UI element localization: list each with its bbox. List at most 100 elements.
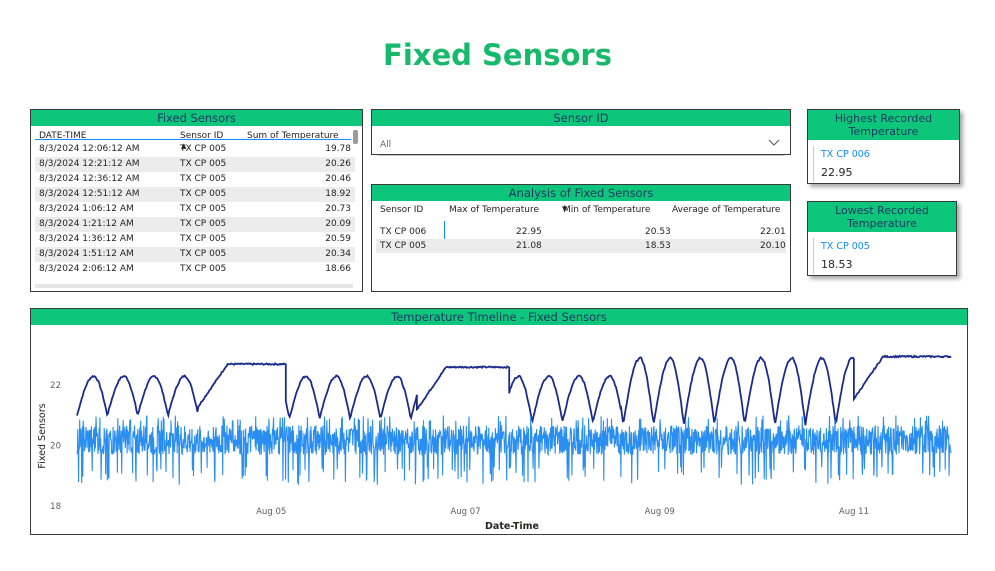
cell: 18.92 (325, 189, 351, 199)
cell: 21.08 (516, 241, 542, 251)
table-row: 8/3/2024 12:21:12 AM TX CP 005 20.26 (35, 157, 355, 172)
cell: 8/3/2024 1:06:12 AM (39, 204, 134, 214)
col-average-temperature[interactable]: Average of Temperature (672, 205, 781, 215)
cell: 18.66 (325, 264, 351, 274)
table-row: TX CP 006 22.95 20.53 22.01 (376, 225, 786, 239)
cell: TX CP 005 (180, 174, 227, 184)
table-header: DATE-TIME Sensor ID Sum of Temperature ▲ (31, 129, 362, 157)
table-row: 8/3/2024 1:21:12 AM TX CP 005 20.09 (35, 217, 355, 232)
col-max-temperature[interactable]: Max of Temperature (449, 205, 540, 215)
cell: 8/3/2024 1:21:12 AM (39, 219, 134, 229)
kpi-divider (813, 238, 814, 274)
cell: 20.53 (645, 227, 671, 237)
table-row: 8/3/2024 12:36:12 AM TX CP 005 20.46 (35, 172, 355, 187)
table-row: 8/3/2024 1:06:12 AM TX CP 005 20.73 (35, 202, 355, 217)
table-body: 8/3/2024 12:06:12 AM TX CP 005 19.78 8/3/20… (35, 142, 355, 277)
kpi-value: 22.95 (821, 166, 853, 179)
cell: 8/3/2024 12:21:12 AM (39, 159, 140, 169)
sort-asc-icon: ▲ (181, 142, 187, 150)
kpi-title: Highest Recorded Temperature (808, 110, 959, 140)
fixed-sensors-table: Fixed Sensors DATE-TIME Sensor ID Sum of… (30, 109, 363, 292)
analysis-title: Analysis of Fixed Sensors (372, 185, 790, 201)
cell: TX CP 005 (180, 189, 227, 199)
kpi-value: 18.53 (821, 258, 853, 271)
x-axis-label: Date-Time (485, 521, 539, 532)
header-divider (35, 139, 351, 140)
cell: 20.26 (325, 159, 351, 169)
lowest-temperature-card: Lowest Recorded Temperature TX CP 005 18… (807, 201, 957, 276)
kpi-sensor-id: TX CP 005 (821, 241, 870, 252)
table-row: 8/3/2024 1:51:12 AM TX CP 005 20.34 (35, 247, 355, 262)
y-tick-label: 18 (50, 502, 61, 512)
line-chart: 18 20 22 Aug 05 Aug 07 Aug 09 Aug 11 Fixed Se… (37, 354, 952, 532)
col-date-time[interactable]: DATE-TIME (39, 131, 87, 141)
x-tick-label: Aug 07 (450, 507, 480, 517)
cell: 20.34 (325, 249, 351, 259)
cell: 18.53 (645, 241, 671, 251)
y-tick-label: 20 (50, 442, 61, 452)
temperature-timeline-chart: Temperature Timeline - Fixed Sensors 18 2… (30, 308, 968, 535)
table-row: TX CP 005 21.08 18.53 20.10 (376, 239, 786, 253)
highest-temperature-card: Highest Recorded Temperature TX CP 006 2… (807, 109, 960, 184)
series-group (76, 354, 952, 485)
cell: 22.01 (760, 227, 786, 237)
col-min-temperature[interactable]: Min of Temperature (563, 205, 651, 215)
y-axis: 18 20 22 (50, 381, 61, 512)
slicer-title: Sensor ID (372, 110, 790, 126)
analysis-table: Analysis of Fixed Sensors Sensor ID Max … (371, 184, 791, 292)
y-axis-label: Fixed Sensors (37, 403, 48, 468)
cell: 8/3/2024 2:06:12 AM (39, 264, 134, 274)
cell: 20.09 (325, 219, 351, 229)
column-divider (444, 221, 445, 251)
horizontal-scrollbar[interactable] (35, 284, 353, 288)
series-line-tx-cp-006[interactable] (76, 354, 952, 426)
kpi-sensor-id: TX CP 006 (821, 149, 870, 160)
cell: 20.73 (325, 204, 351, 214)
kpi-title: Lowest Recorded Temperature (808, 202, 956, 232)
cell: TX CP 005 (180, 144, 227, 154)
col-sum-temperature[interactable]: Sum of Temperature (247, 131, 339, 141)
cell: TX CP 005 (180, 264, 227, 274)
table-row: 8/3/2024 1:36:12 AM TX CP 005 20.59 (35, 232, 355, 247)
cell: 19.78 (325, 144, 351, 154)
cell: TX CP 006 (380, 227, 427, 237)
cell: 8/3/2024 12:06:12 AM (39, 144, 140, 154)
cell: 20.59 (325, 234, 351, 244)
sensor-id-slicer: Sensor ID All (371, 109, 791, 156)
x-tick-label: Aug 05 (256, 507, 286, 517)
slicer-dropdown[interactable]: All (378, 134, 784, 156)
chart-title: Temperature Timeline - Fixed Sensors (31, 309, 967, 325)
y-tick-label: 22 (50, 381, 61, 391)
x-tick-label: Aug 11 (839, 507, 869, 517)
cell: 8/3/2024 12:51:12 AM (39, 189, 140, 199)
slicer-value: All (380, 140, 392, 150)
chevron-down-icon (768, 139, 780, 146)
analysis-header: Sensor ID Max of Temperature Min of Temp… (372, 205, 790, 225)
scrollbar-thumb[interactable] (353, 130, 358, 144)
cell: TX CP 005 (180, 159, 227, 169)
kpi-divider (813, 146, 814, 182)
cell: TX CP 005 (180, 204, 227, 214)
cell: 20.10 (760, 241, 786, 251)
cell: TX CP 005 (380, 241, 427, 251)
col-sensor-id[interactable]: Sensor ID (180, 131, 224, 141)
table-title: Fixed Sensors (31, 110, 362, 126)
cell: 20.46 (325, 174, 351, 184)
sort-desc-icon: ▼ (562, 205, 568, 213)
table-scrollbar[interactable] (353, 130, 358, 290)
cell: TX CP 005 (180, 234, 227, 244)
cell: 8/3/2024 1:36:12 AM (39, 234, 134, 244)
series-line-tx-cp-005[interactable] (76, 415, 952, 485)
cell: TX CP 005 (180, 249, 227, 259)
page-title: Fixed Sensors (383, 38, 612, 72)
cell: TX CP 005 (180, 219, 227, 229)
table-row: 8/3/2024 12:06:12 AM TX CP 005 19.78 (35, 142, 355, 157)
table-row: 8/3/2024 2:06:12 AM TX CP 005 18.66 (35, 262, 355, 277)
cell: 22.95 (516, 227, 542, 237)
x-axis: Aug 05 Aug 07 Aug 09 Aug 11 (256, 507, 869, 517)
cell: 8/3/2024 1:51:12 AM (39, 249, 134, 259)
table-row: 8/3/2024 12:51:12 AM TX CP 005 18.92 (35, 187, 355, 202)
x-tick-label: Aug 09 (645, 507, 675, 517)
cell: 8/3/2024 12:36:12 AM (39, 174, 140, 184)
col-sensor-id[interactable]: Sensor ID (380, 205, 424, 215)
